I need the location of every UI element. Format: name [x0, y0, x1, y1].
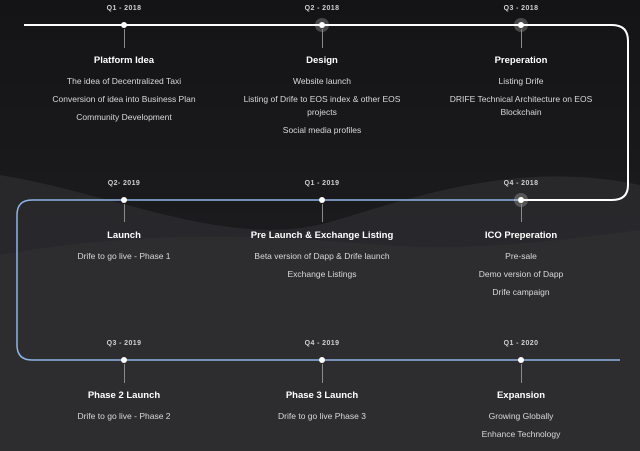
milestone-dot [319, 357, 325, 363]
milestone-dot [121, 197, 127, 203]
milestone-card: Preperation Listing Drife DRIFE Technical … [436, 55, 606, 124]
milestone-connector [321, 204, 323, 222]
milestone-quarter: Q3 - 2019 [106, 340, 142, 347]
milestone-item: The idea of Decentralized Taxi [66, 76, 182, 86]
milestone-dot [518, 357, 524, 363]
milestone-item: Community Development [76, 112, 172, 122]
milestone-quarter: Q3 - 2018 [503, 5, 539, 12]
milestone-item: Listing Drife [498, 76, 544, 86]
milestone-connector [321, 29, 323, 48]
milestone-quarter: Q1 - 2019 [304, 180, 340, 187]
milestone-item: Listing of Drife to EOS index & other EO… [243, 94, 401, 117]
milestone-item: Demo version of Dapp [478, 269, 564, 279]
milestone-title: Launch [107, 230, 141, 241]
milestone-card: Design Website launch Listing of Drife to … [237, 55, 407, 142]
milestone-title: Preperation [494, 55, 548, 66]
milestone-item: Drife to go live - Phase 2 [77, 411, 171, 421]
milestone-card: ICO Preperation Pre-sale Demo version of D… [421, 230, 621, 304]
milestone-card: Pre Launch & Exchange Listing Beta versio… [222, 230, 422, 286]
milestone-item: DRIFE Technical Architecture on EOS Bloc… [449, 94, 593, 117]
milestone-connector [520, 29, 522, 48]
milestone-item: Beta version of Dapp & Drife launch [254, 251, 390, 261]
milestone-title: Phase 3 Launch [285, 390, 359, 401]
milestone-connector [123, 29, 125, 48]
milestone-dot [319, 22, 325, 28]
milestone-item: Drife campaign [492, 287, 550, 297]
milestone-dot [121, 22, 127, 28]
milestone-connector [123, 204, 125, 222]
milestone-title: Platform Idea [93, 55, 155, 66]
milestone-title: Expansion [496, 390, 546, 401]
milestone-title: Pre Launch & Exchange Listing [250, 230, 394, 241]
milestone-dot [518, 197, 524, 203]
milestone-card: Phase 3 Launch Drife to go live Phase 3 [222, 390, 422, 428]
milestone-item: Growing Globally [488, 411, 554, 421]
milestone-item: Pre-sale [505, 251, 537, 261]
milestone-card: Platform Idea The idea of Decentralized T… [24, 55, 224, 129]
milestone-dot [121, 357, 127, 363]
milestone-item: Website launch [293, 76, 351, 86]
milestone-dot [319, 197, 325, 203]
milestone-quarter: Q4 - 2019 [304, 340, 340, 347]
milestone-item: Conversion of idea into Business Plan [52, 94, 196, 104]
milestone-quarter: Q1 - 2020 [503, 340, 539, 347]
milestone-quarter: Q4 - 2018 [503, 180, 539, 187]
milestone-title: Design [306, 55, 338, 66]
milestone-item: Drife to go live - Phase 1 [77, 251, 171, 261]
milestone-card: Expansion Growing Globally Enhance Technol… [421, 390, 621, 446]
milestone-quarter: Q2- 2019 [107, 180, 141, 187]
milestone-title: Phase 2 Launch [87, 390, 161, 401]
milestone-card: Launch Drife to go live - Phase 1 [24, 230, 224, 268]
milestone-dot [518, 22, 524, 28]
milestone-connector [123, 364, 125, 383]
milestone-item: Drife to go live Phase 3 [278, 411, 366, 421]
milestone-connector [520, 204, 522, 222]
milestone-item: Exchange Listings [287, 269, 357, 279]
milestone-item: Enhance Technology [481, 429, 561, 439]
milestone-item: Social media profiles [282, 125, 362, 135]
milestone-connector [321, 364, 323, 383]
milestone-connector [520, 364, 522, 383]
milestone-card: Phase 2 Launch Drife to go live - Phase 2 [24, 390, 224, 428]
milestone-quarter: Q2 - 2018 [304, 5, 340, 12]
milestone-quarter: Q1 - 2018 [106, 5, 142, 12]
milestone-title: ICO Preperation [484, 230, 558, 241]
